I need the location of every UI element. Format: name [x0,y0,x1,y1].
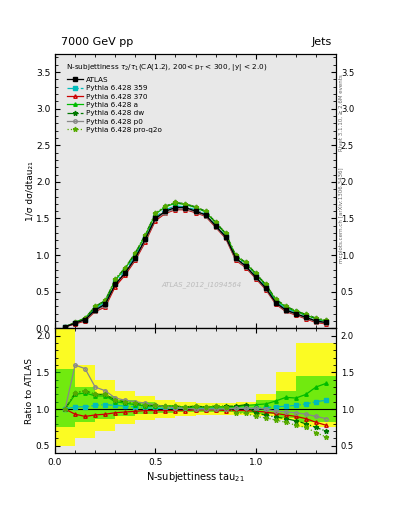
X-axis label: N-subjettiness tau$_{21}$: N-subjettiness tau$_{21}$ [146,470,245,484]
Text: N-subjettiness $\tau_2/\tau_1$(CA(1.2), 200< p$_T$ < 300, |y| < 2.0): N-subjettiness $\tau_2/\tau_1$(CA(1.2), … [66,62,268,73]
Y-axis label: 1/σ dσ/dtau₂₁: 1/σ dσ/dtau₂₁ [26,161,35,221]
Text: mcplots.cern.ch [arXiv:1306.3436]: mcplots.cern.ch [arXiv:1306.3436] [339,167,344,263]
Text: Jets: Jets [312,37,332,47]
Y-axis label: Ratio to ATLAS: Ratio to ATLAS [26,358,35,424]
Text: Rivet 3.1.10, ≥ 2.6M events: Rivet 3.1.10, ≥ 2.6M events [339,74,344,151]
Text: 7000 GeV pp: 7000 GeV pp [61,37,133,47]
Legend: ATLAS, Pythia 6.428 359, Pythia 6.428 370, Pythia 6.428 a, Pythia 6.428 dw, Pyth: ATLAS, Pythia 6.428 359, Pythia 6.428 37… [67,77,162,133]
Text: ATLAS_2012_I1094564: ATLAS_2012_I1094564 [161,281,241,288]
